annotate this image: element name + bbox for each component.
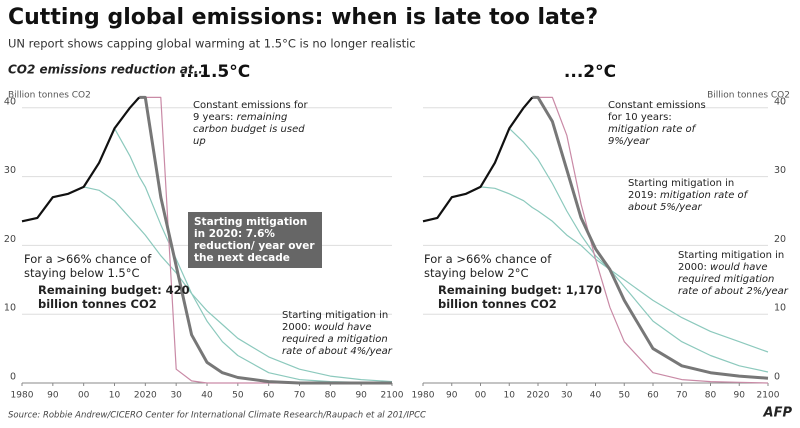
annotation: Constant emissions for 10 years: mitigat…: [608, 100, 720, 148]
annotation-emphasis: remaining carbon budget is used up: [193, 112, 305, 147]
x-tick-label: 40: [201, 391, 213, 401]
x-tick-label: 90: [47, 391, 59, 401]
series-line: [21, 96, 141, 223]
y-tick-label: 20: [774, 234, 786, 245]
series-line: [139, 95, 392, 385]
x-tick-label: 30: [170, 391, 182, 401]
x-tick-label: 90: [355, 391, 367, 401]
x-tick-label: 80: [325, 391, 337, 401]
annotation: Constant emissions for 9 years: remainin…: [193, 100, 313, 148]
x-tick-label: 60: [647, 391, 659, 401]
x-tick-label: 40: [590, 391, 602, 401]
x-tick-label: 10: [109, 391, 121, 401]
x-tick-label: 80: [705, 391, 717, 401]
annotation: Starting mitigation in 2000: would have …: [282, 310, 397, 358]
section-label: CO2 emissions reduction at...: [8, 63, 207, 77]
annotation-text: For a >66% chance of staying below 1.5°C: [24, 252, 152, 280]
series-line: [532, 95, 769, 380]
series-line: [422, 96, 534, 223]
annotation-emphasis: mitigation rate of 9%/year: [608, 124, 696, 147]
x-tick-label: 60: [263, 391, 275, 401]
annotation-text: Starting mitigation in 2019:: [628, 178, 735, 201]
subtitle: UN report shows capping global warming a…: [8, 37, 416, 51]
x-tick-label: 70: [676, 391, 688, 401]
annotation: Remaining budget: 1,170 billion tonnes C…: [438, 283, 608, 311]
y-tick-label: 10: [774, 303, 786, 314]
y-tick-label: 0: [10, 372, 16, 383]
annotation: Starting mitigation in 2000: would have …: [678, 250, 790, 298]
annotation-text: For a >66% chance of staying below 2°C: [424, 252, 552, 280]
chart-title: ...1.5°C: [180, 62, 250, 82]
x-tick-label: 50: [619, 391, 631, 401]
x-tick-label: 2020: [134, 391, 157, 401]
series-line: [508, 127, 769, 373]
credit: AFP: [763, 406, 793, 421]
x-tick-label: 1980: [11, 391, 34, 401]
annotation-emphasis: mitigation rate of about 5%/year: [628, 190, 748, 213]
annotation-emphasis: would have required a mitigation rate of…: [282, 322, 392, 357]
series-line: [480, 186, 769, 353]
y-tick-label: 0: [774, 372, 780, 383]
annotation-text: Constant emissions for 9 years:: [193, 100, 308, 123]
chart-title: ...2°C: [564, 62, 616, 82]
annotation: For a >66% chance of staying below 2°C: [424, 252, 589, 280]
annotation-text: Starting mitigation in 2000:: [678, 250, 785, 273]
x-tick-label: 2100: [381, 391, 404, 401]
y-tick-label: 30: [774, 165, 786, 176]
annotation-strong: Remaining budget: 1,170 billion tonnes C…: [438, 283, 603, 311]
annotation-text: Constant emissions for 10 years:: [608, 100, 706, 123]
x-tick-label: 00: [475, 391, 487, 401]
x-tick-label: 1980: [412, 391, 435, 401]
y-tick-label: 20: [4, 234, 16, 245]
y-axis-label: Billion tonnes CO2: [707, 91, 790, 101]
annotation-strong: Remaining budget: 420 billion tonnes CO2: [38, 283, 190, 311]
x-tick-label: 00: [78, 391, 90, 401]
y-tick-label: 10: [4, 303, 16, 314]
annotation-strong: Starting mitigation in 2020: 7.6% reduct…: [194, 216, 315, 264]
annotation-text: Starting mitigation in 2000:: [282, 310, 389, 333]
title: Cutting global emissions: when is late t…: [8, 5, 598, 30]
y-tick-label: 40: [774, 96, 786, 107]
annotation: Remaining budget: 420 billion tonnes CO2: [38, 283, 208, 311]
series-line: [532, 96, 769, 384]
y-axis-label: Billion tonnes CO2: [8, 91, 91, 101]
x-tick-label: 90: [734, 391, 746, 401]
source: Source: Robbie Andrew/CICERO Center for …: [8, 411, 426, 421]
annotation: Starting mitigation in 2020: 7.6% reduct…: [188, 212, 322, 268]
annotation: Starting mitigation in 2019: mitigation …: [628, 178, 763, 214]
x-tick-label: 50: [232, 391, 244, 401]
x-tick-label: 2100: [757, 391, 780, 401]
y-tick-label: 40: [4, 96, 16, 107]
x-tick-label: 70: [294, 391, 306, 401]
x-tick-label: 30: [561, 391, 573, 401]
x-tick-label: 90: [446, 391, 458, 401]
annotation: For a >66% chance of staying below 1.5°C: [24, 252, 189, 280]
series-line: [113, 128, 393, 384]
x-tick-label: 10: [504, 391, 516, 401]
y-tick-label: 30: [4, 165, 16, 176]
annotation-emphasis: would have required mitigation rate of a…: [678, 262, 788, 297]
x-tick-label: 2020: [527, 391, 550, 401]
